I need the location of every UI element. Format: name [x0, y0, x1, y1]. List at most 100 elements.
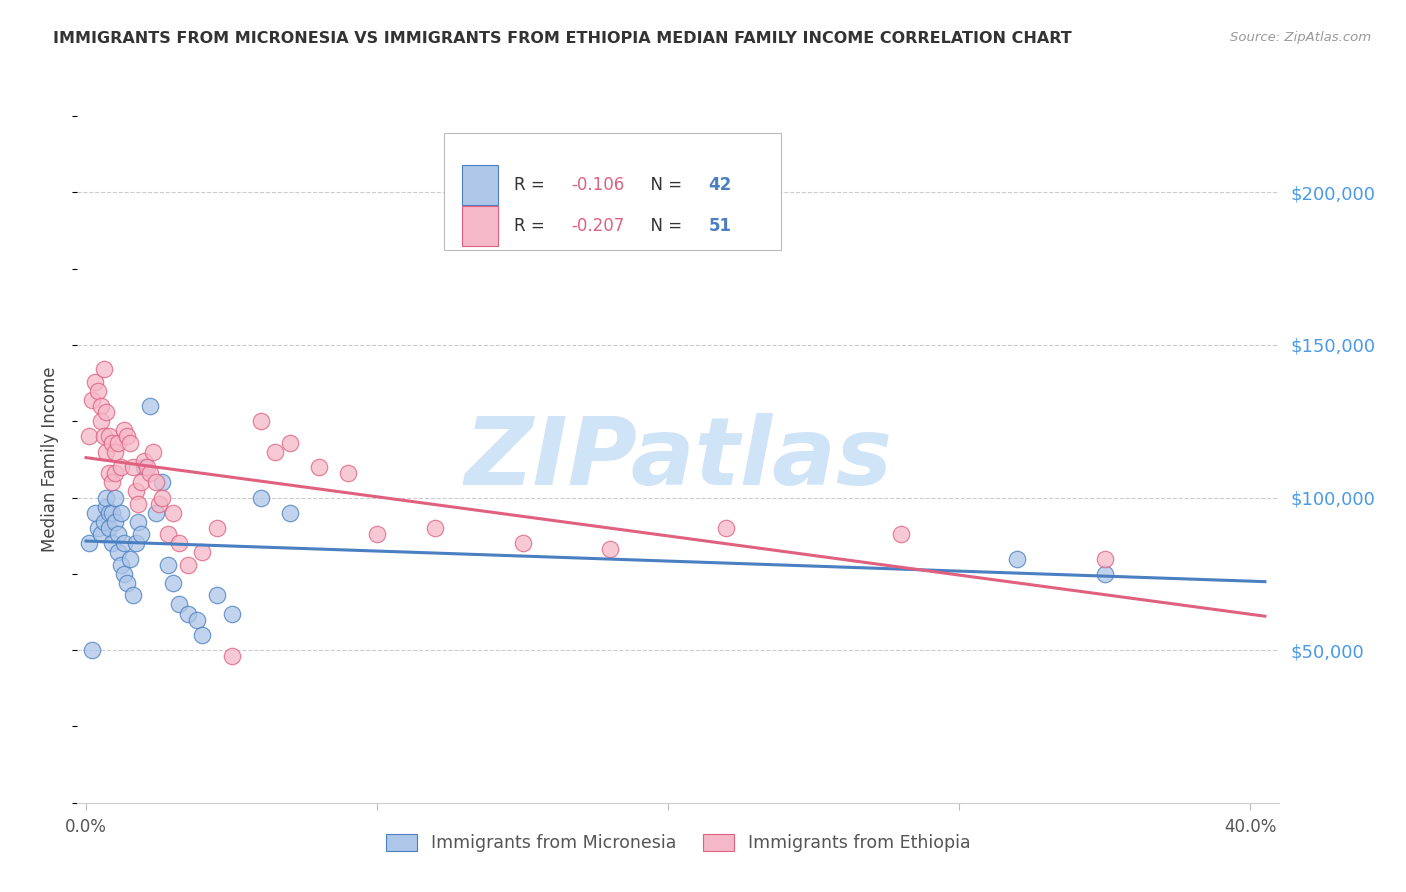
Point: [221, 649, 243, 664]
Y-axis label: Median Family Income: Median Family Income: [41, 367, 59, 552]
Text: 42: 42: [709, 176, 731, 194]
Point: [148, 497, 170, 511]
Point: [156, 558, 179, 572]
Point: [110, 506, 132, 520]
Text: N =: N =: [640, 217, 688, 235]
Point: [366, 527, 388, 541]
Point: [150, 491, 173, 505]
Point: [112, 536, 135, 550]
Point: [115, 576, 138, 591]
Point: [86, 521, 108, 535]
Point: [278, 506, 301, 520]
Point: [716, 521, 738, 535]
Point: [890, 527, 912, 541]
Point: [131, 527, 153, 541]
Text: R =: R =: [513, 176, 550, 194]
Point: [77, 429, 100, 443]
Point: [1094, 551, 1116, 566]
Point: [205, 521, 228, 535]
Point: [1007, 551, 1029, 566]
Point: [118, 551, 141, 566]
Point: [83, 375, 105, 389]
Point: [1094, 566, 1116, 581]
Point: [93, 515, 115, 529]
Point: [93, 362, 115, 376]
Text: Source: ZipAtlas.com: Source: ZipAtlas.com: [1230, 31, 1371, 45]
Point: [142, 444, 165, 458]
Point: [134, 460, 156, 475]
Point: [77, 536, 100, 550]
Point: [177, 607, 200, 621]
Point: [249, 414, 271, 428]
Point: [121, 588, 143, 602]
Point: [177, 558, 200, 572]
Point: [264, 444, 287, 458]
Point: [145, 475, 167, 490]
Point: [134, 454, 156, 468]
Point: [96, 444, 118, 458]
Point: [278, 435, 301, 450]
Point: [104, 466, 127, 480]
Point: [121, 460, 143, 475]
Point: [124, 536, 146, 550]
Point: [191, 628, 214, 642]
Point: [131, 475, 153, 490]
FancyBboxPatch shape: [463, 165, 498, 204]
Point: [139, 399, 162, 413]
Point: [118, 435, 141, 450]
Point: [136, 460, 159, 475]
Point: [101, 475, 124, 490]
Text: IMMIGRANTS FROM MICRONESIA VS IMMIGRANTS FROM ETHIOPIA MEDIAN FAMILY INCOME CORR: IMMIGRANTS FROM MICRONESIA VS IMMIGRANTS…: [53, 31, 1073, 46]
Point: [104, 491, 127, 505]
Point: [107, 545, 129, 559]
Point: [107, 435, 129, 450]
Point: [162, 506, 184, 520]
Point: [96, 500, 118, 514]
Text: N =: N =: [640, 176, 688, 194]
Legend: Immigrants from Micronesia, Immigrants from Ethiopia: Immigrants from Micronesia, Immigrants f…: [380, 827, 977, 859]
Point: [308, 460, 330, 475]
FancyBboxPatch shape: [444, 133, 780, 250]
Point: [110, 460, 132, 475]
Point: [107, 527, 129, 541]
Point: [127, 515, 149, 529]
Point: [205, 588, 228, 602]
Point: [104, 515, 127, 529]
Point: [599, 542, 621, 557]
Point: [90, 527, 112, 541]
Point: [98, 466, 121, 480]
Text: 51: 51: [709, 217, 731, 235]
Point: [162, 576, 184, 591]
Point: [96, 491, 118, 505]
Point: [249, 491, 271, 505]
Point: [139, 466, 162, 480]
Point: [127, 497, 149, 511]
Point: [167, 536, 190, 550]
Point: [101, 536, 124, 550]
Point: [90, 399, 112, 413]
Point: [90, 414, 112, 428]
Point: [110, 558, 132, 572]
Point: [191, 545, 214, 559]
Text: -0.106: -0.106: [571, 176, 624, 194]
Point: [115, 429, 138, 443]
Point: [98, 506, 121, 520]
Point: [86, 384, 108, 398]
Point: [80, 643, 103, 657]
Point: [112, 423, 135, 437]
Point: [98, 429, 121, 443]
Point: [80, 392, 103, 407]
Point: [83, 506, 105, 520]
Point: [101, 435, 124, 450]
Point: [425, 521, 447, 535]
Point: [104, 444, 127, 458]
Text: ZIPatlas: ZIPatlas: [464, 413, 893, 506]
Point: [112, 566, 135, 581]
Point: [145, 506, 167, 520]
Point: [221, 607, 243, 621]
Text: R =: R =: [513, 217, 550, 235]
Point: [101, 506, 124, 520]
Point: [124, 484, 146, 499]
Point: [167, 598, 190, 612]
FancyBboxPatch shape: [463, 206, 498, 246]
